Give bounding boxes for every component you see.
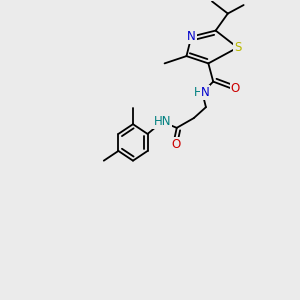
Text: O: O (171, 138, 180, 152)
Text: H: H (194, 86, 203, 99)
Text: S: S (234, 41, 241, 54)
Text: N: N (201, 86, 209, 99)
Text: HN: HN (153, 115, 171, 128)
Text: O: O (231, 82, 240, 95)
Text: N: N (187, 30, 196, 43)
